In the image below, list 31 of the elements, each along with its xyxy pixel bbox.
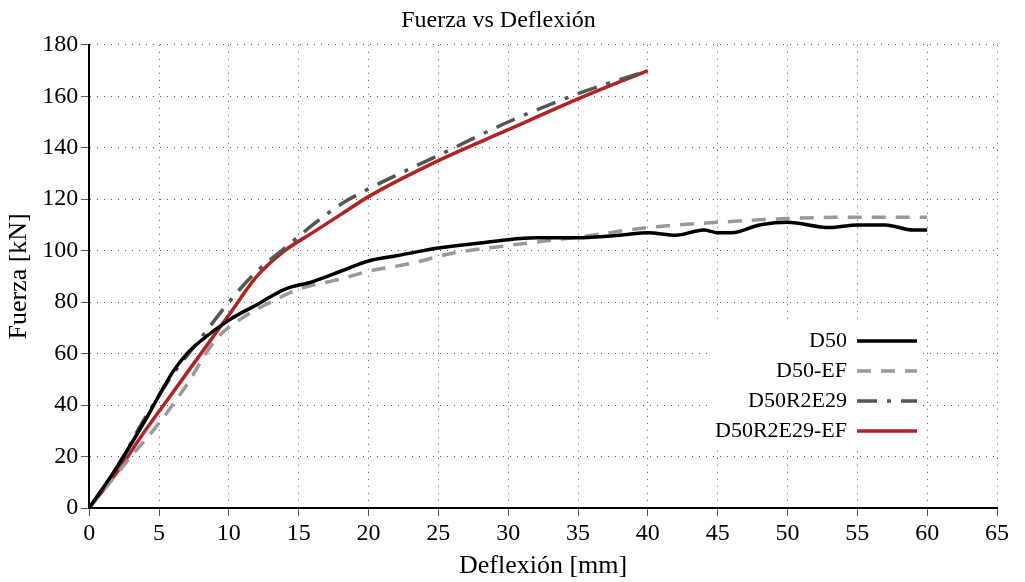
legend-label: D50R2E29-EF bbox=[715, 416, 847, 442]
y-tick-label: 120 bbox=[42, 184, 79, 211]
x-tick-label: 60 bbox=[915, 518, 940, 545]
x-tick-label: 45 bbox=[705, 518, 730, 545]
chart-title: Fuerza vs Deflexión bbox=[401, 5, 596, 32]
y-tick-label: 180 bbox=[42, 30, 79, 57]
x-tick-label: 10 bbox=[216, 518, 241, 545]
legend-label: D50 bbox=[809, 326, 847, 352]
x-tick-label: 55 bbox=[845, 518, 870, 545]
legend-label: D50R2E29 bbox=[748, 386, 847, 412]
x-tick-label: 0 bbox=[83, 518, 96, 545]
x-tick-label: 35 bbox=[566, 518, 591, 545]
x-axis-title: Deflexión [mm] bbox=[458, 550, 628, 580]
x-tick-label: 50 bbox=[775, 518, 800, 545]
y-tick-label: 0 bbox=[66, 493, 79, 520]
y-tick-label: 40 bbox=[54, 390, 79, 417]
y-axis-title: Fuerza [kN] bbox=[3, 213, 33, 340]
legend-label: D50-EF bbox=[776, 356, 847, 382]
x-tick-label: 15 bbox=[286, 518, 311, 545]
y-tick-label: 140 bbox=[42, 133, 79, 160]
x-tick-label: 25 bbox=[426, 518, 451, 545]
y-tick-label: 20 bbox=[54, 441, 79, 468]
x-tick-label: 5 bbox=[153, 518, 166, 545]
y-tick-label: 100 bbox=[42, 235, 79, 262]
x-tick-label: 20 bbox=[356, 518, 381, 545]
x-tick-label: 40 bbox=[635, 518, 660, 545]
x-tick-label: 65 bbox=[985, 518, 1009, 545]
y-tick-label: 60 bbox=[54, 338, 79, 365]
y-tick-label: 160 bbox=[42, 81, 79, 108]
x-tick-label: 30 bbox=[496, 518, 521, 545]
y-tick-label: 80 bbox=[54, 287, 79, 314]
